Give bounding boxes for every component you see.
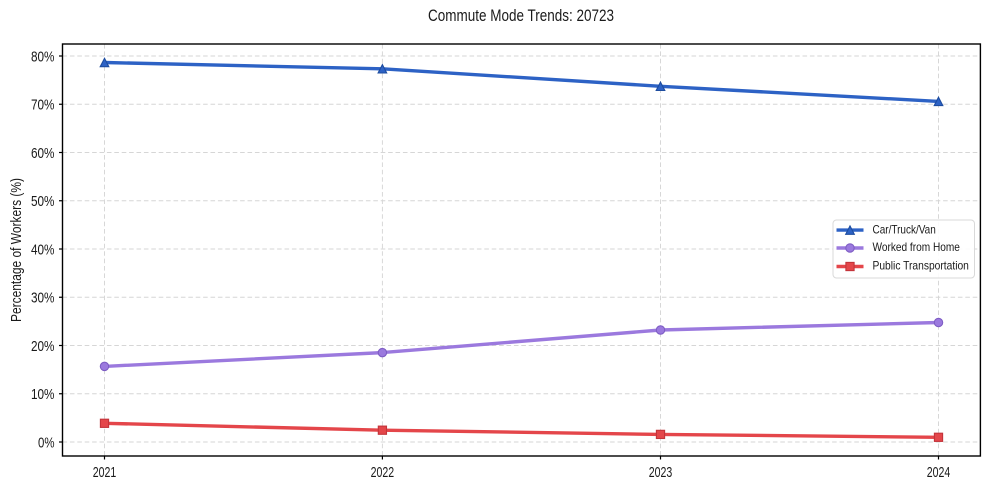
svg-text:2023: 2023 <box>649 464 673 481</box>
svg-text:50%: 50% <box>31 193 55 210</box>
svg-text:0%: 0% <box>38 434 55 451</box>
svg-text:2021: 2021 <box>93 464 117 481</box>
svg-text:20%: 20% <box>31 338 55 355</box>
svg-text:Percentage of Workers (%): Percentage of Workers (%) <box>8 178 25 322</box>
svg-text:Worked from Home: Worked from Home <box>873 241 960 254</box>
svg-text:60%: 60% <box>31 145 55 162</box>
svg-text:Car/Truck/Van: Car/Truck/Van <box>873 224 936 237</box>
svg-text:40%: 40% <box>31 241 55 258</box>
svg-text:2024: 2024 <box>927 464 951 481</box>
svg-text:10%: 10% <box>31 386 55 403</box>
svg-text:Commute Mode Trends: 20723: Commute Mode Trends: 20723 <box>428 6 614 25</box>
svg-text:70%: 70% <box>31 97 55 114</box>
svg-text:80%: 80% <box>31 48 55 65</box>
svg-text:30%: 30% <box>31 290 55 307</box>
svg-text:Public Transportation: Public Transportation <box>873 260 969 273</box>
svg-text:2022: 2022 <box>371 464 395 481</box>
